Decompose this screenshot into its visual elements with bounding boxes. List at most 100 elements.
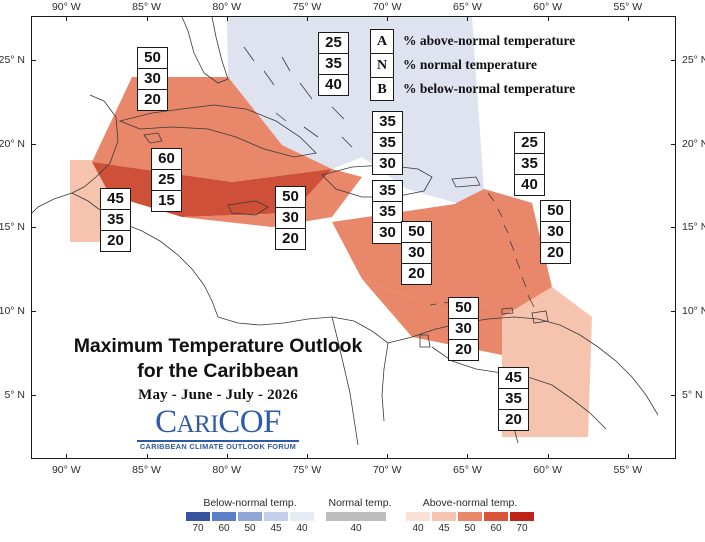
lon-tick-7-1 — [627, 454, 629, 459]
colorbar-swatch-above-2 — [457, 511, 483, 522]
prob-value-normal: 30 — [138, 69, 167, 90]
logo-subtitle: CARIBBEAN CLIMATE OUTLOOK FORUM — [139, 441, 297, 451]
colorbar-tick-normal-0: 40 — [350, 523, 362, 534]
prob-box-central-bahamas[interactable]: 25 35 40 — [318, 32, 349, 96]
lat-tick-2-0 — [31, 227, 36, 229]
lon-label-bottom-7: 55° W — [613, 464, 643, 476]
colorbar-tick-below-4: 40 — [296, 523, 308, 534]
map-title-block: Maximum Temperature Outlook for the Cari… — [48, 334, 388, 450]
lat-tick-1-0 — [31, 143, 36, 145]
prob-value-below: 20 — [541, 243, 570, 263]
prob-value-normal: 35 — [101, 210, 130, 231]
colorbar-ticks-normal: 40 — [325, 523, 395, 536]
prob-box-north-hispaniola-atlantic[interactable]: 35 35 30 — [372, 111, 403, 175]
colorbar-legend: Below-normal temp. 70 60 50 45 40 Normal tem… — [0, 497, 705, 542]
prob-value-below: 40 — [319, 75, 348, 95]
lat-tick-4-0 — [31, 395, 36, 397]
lon-label-top-0: 90° W — [51, 1, 81, 13]
colorbar-title-below: Below-normal temp. — [203, 497, 297, 509]
colorbar-tick-below-0: 70 — [192, 523, 204, 534]
colorbar-title-above: Above-normal temp. — [422, 497, 518, 509]
colorbar-group-normal: Normal temp. 40 — [325, 497, 395, 536]
prob-value-below: 15 — [152, 191, 181, 211]
prob-box-guianas[interactable]: 45 35 20 — [498, 367, 529, 431]
prob-box-northeast-leewards-atlantic[interactable]: 25 35 40 — [514, 132, 545, 196]
lon-label-top-3: 75° W — [292, 1, 322, 13]
prob-box-belize-honduras[interactable]: 45 35 20 — [100, 188, 131, 252]
colorbar-swatch-normal-0 — [325, 511, 387, 522]
prob-box-hispaniola[interactable]: 35 35 30 — [372, 180, 403, 244]
prob-value-above: 25 — [319, 33, 348, 54]
prob-value-normal: 35 — [373, 133, 402, 154]
lon-tick-3-0 — [306, 16, 308, 21]
colorbar-swatch-below-4 — [289, 511, 315, 522]
prob-value-below: 20 — [402, 264, 431, 284]
caricof-logo-wordmark: CARICOF — [155, 406, 281, 439]
lon-tick-5-0 — [467, 16, 469, 21]
colorbar-swatch-below-3 — [263, 511, 289, 522]
colorbar-swatch-above-4 — [509, 511, 535, 522]
lat-tick-3-1 — [671, 311, 676, 313]
lat-tick-3-0 — [31, 311, 36, 313]
lon-tick-5-1 — [467, 454, 469, 459]
prob-box-caribbean-sea-central[interactable]: 50 30 20 — [401, 221, 432, 285]
page-title-line1: Maximum Temperature Outlook — [73, 335, 363, 357]
prob-value-above: 25 — [515, 133, 544, 154]
map-plot-area: 50 30 20 25 35 40 60 25 15 45 35 20 35 3… — [31, 16, 676, 459]
lon-tick-2-1 — [226, 454, 228, 459]
colorbar-swatches-above — [405, 511, 535, 522]
lon-tick-3-1 — [306, 454, 308, 459]
colorbar-tick-above-1: 45 — [438, 523, 450, 534]
lon-label-top-5: 65° W — [453, 1, 482, 13]
lat-label-left-1: 20° N — [0, 137, 25, 150]
prob-box-southern-caribbean-venezuela[interactable]: 50 30 20 — [448, 297, 479, 361]
colorbar-tick-above-2: 50 — [464, 523, 476, 534]
prob-value-above: 45 — [101, 189, 130, 210]
prob-value-above: 50 — [402, 222, 431, 243]
lon-label-bottom-4: 70° W — [372, 464, 402, 476]
lat-tick-0-0 — [31, 59, 36, 61]
colorbar-tick-below-2: 50 — [244, 523, 256, 534]
legend-text-below: % below-normal temperature — [403, 81, 576, 96]
prob-value-below: 20 — [138, 90, 167, 110]
prob-box-leeward-windward-islands[interactable]: 50 30 20 — [540, 200, 571, 264]
prob-value-above: 35 — [373, 112, 402, 133]
legend-text-normal: % normal temperature — [403, 57, 537, 72]
legend-text-above: % above-normal temperature — [403, 33, 576, 48]
lon-label-top-7: 55° W — [613, 1, 643, 13]
prob-value-normal: 35 — [373, 202, 402, 223]
prob-value-normal: 30 — [402, 243, 431, 264]
lat-label-left-3: 10° N — [0, 305, 25, 318]
prob-value-normal: 25 — [152, 170, 181, 191]
prob-value-above: 50 — [138, 48, 167, 69]
prob-value-normal: 35 — [319, 54, 348, 75]
prob-value-above: 35 — [373, 181, 402, 202]
prob-value-below: 30 — [373, 154, 402, 174]
prob-value-normal: 30 — [276, 208, 305, 229]
prob-box-cuba[interactable]: 60 25 15 — [151, 148, 182, 212]
prob-value-normal: 35 — [499, 389, 528, 410]
lon-tick-0-1 — [66, 454, 68, 459]
page-title-line2: for the Caribbean — [137, 360, 299, 382]
lat-label-right-3: 10° N — [682, 305, 705, 318]
lon-label-bottom-1: 85° W — [132, 464, 161, 476]
prob-value-normal: 30 — [449, 319, 478, 340]
legend-letter-a: A — [370, 29, 394, 53]
colorbar-ticks-above: 40 45 50 60 70 — [405, 523, 535, 536]
legend-letter-b: B — [370, 77, 394, 101]
lat-tick-2-1 — [671, 227, 676, 229]
lon-tick-1-0 — [146, 16, 148, 21]
prob-box-jamaica-haiti-channel[interactable]: 50 30 20 — [275, 186, 306, 250]
lat-label-right-0: 25° N — [682, 53, 705, 66]
lat-label-left-2: 15° N — [0, 221, 25, 234]
coastlines — [32, 17, 659, 446]
prob-value-above: 50 — [449, 298, 478, 319]
colorbar-swatch-above-0 — [405, 511, 431, 522]
prob-value-above: 50 — [276, 187, 305, 208]
lon-label-top-4: 70° W — [372, 1, 402, 13]
lat-label-left-4: 5° N — [4, 389, 25, 402]
legend-row-below: B % below-normal temperature — [370, 77, 575, 101]
lon-tick-0-0 — [66, 16, 68, 21]
lon-label-bottom-6: 60° W — [533, 464, 562, 476]
prob-box-northwest-cuba-north[interactable]: 50 30 20 — [137, 47, 168, 111]
